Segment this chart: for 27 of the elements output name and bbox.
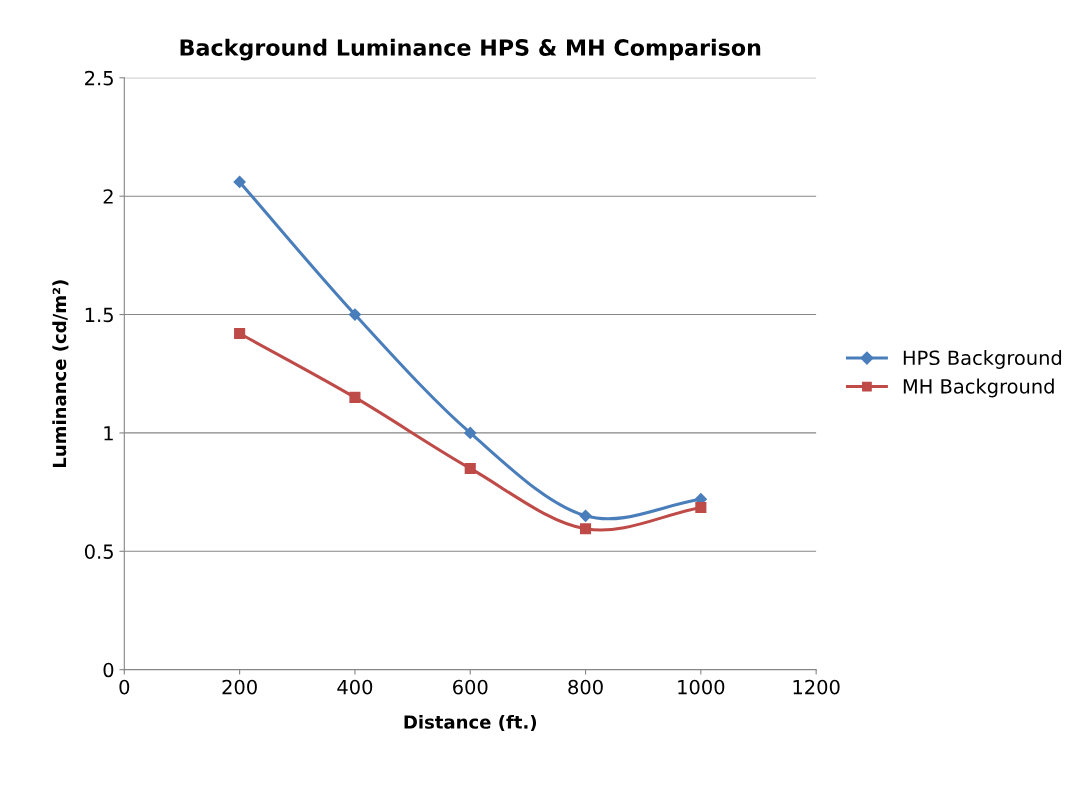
y-tick-label: 0.5 (84, 544, 113, 559)
legend-label: MH Background (903, 378, 1054, 398)
y-tick-label: 1 (104, 426, 113, 441)
y-tick-label: 1.5 (85, 307, 113, 323)
x-tick-label: 1000 (678, 679, 725, 695)
x-axis-title: Distance (ft.) (404, 714, 537, 731)
x-tick-label: 200 (222, 679, 257, 695)
chart-title: Background Luminance HPS & MH Comparison (180, 38, 761, 61)
point (233, 175, 246, 189)
x-tick-label: 0 (119, 679, 130, 695)
point (579, 509, 592, 522)
legend-label: HPS Background (903, 350, 1062, 369)
point (349, 391, 361, 403)
point (348, 308, 362, 321)
y-axis-title: Luminance (cd/m²) (52, 280, 69, 468)
point (695, 501, 707, 514)
x-tick-label: 800 (568, 679, 603, 695)
y-tick-label: 2 (103, 189, 113, 204)
y-tick-label: 2.5 (85, 70, 113, 86)
y-tick-label: 0 (103, 662, 114, 678)
x-tick-label: 600 (453, 679, 488, 695)
x-tick-label: 400 (337, 679, 373, 695)
point (464, 462, 476, 474)
x-tick-label: 1200 (793, 679, 840, 695)
point (464, 426, 477, 440)
point (234, 327, 246, 340)
point (579, 523, 592, 535)
